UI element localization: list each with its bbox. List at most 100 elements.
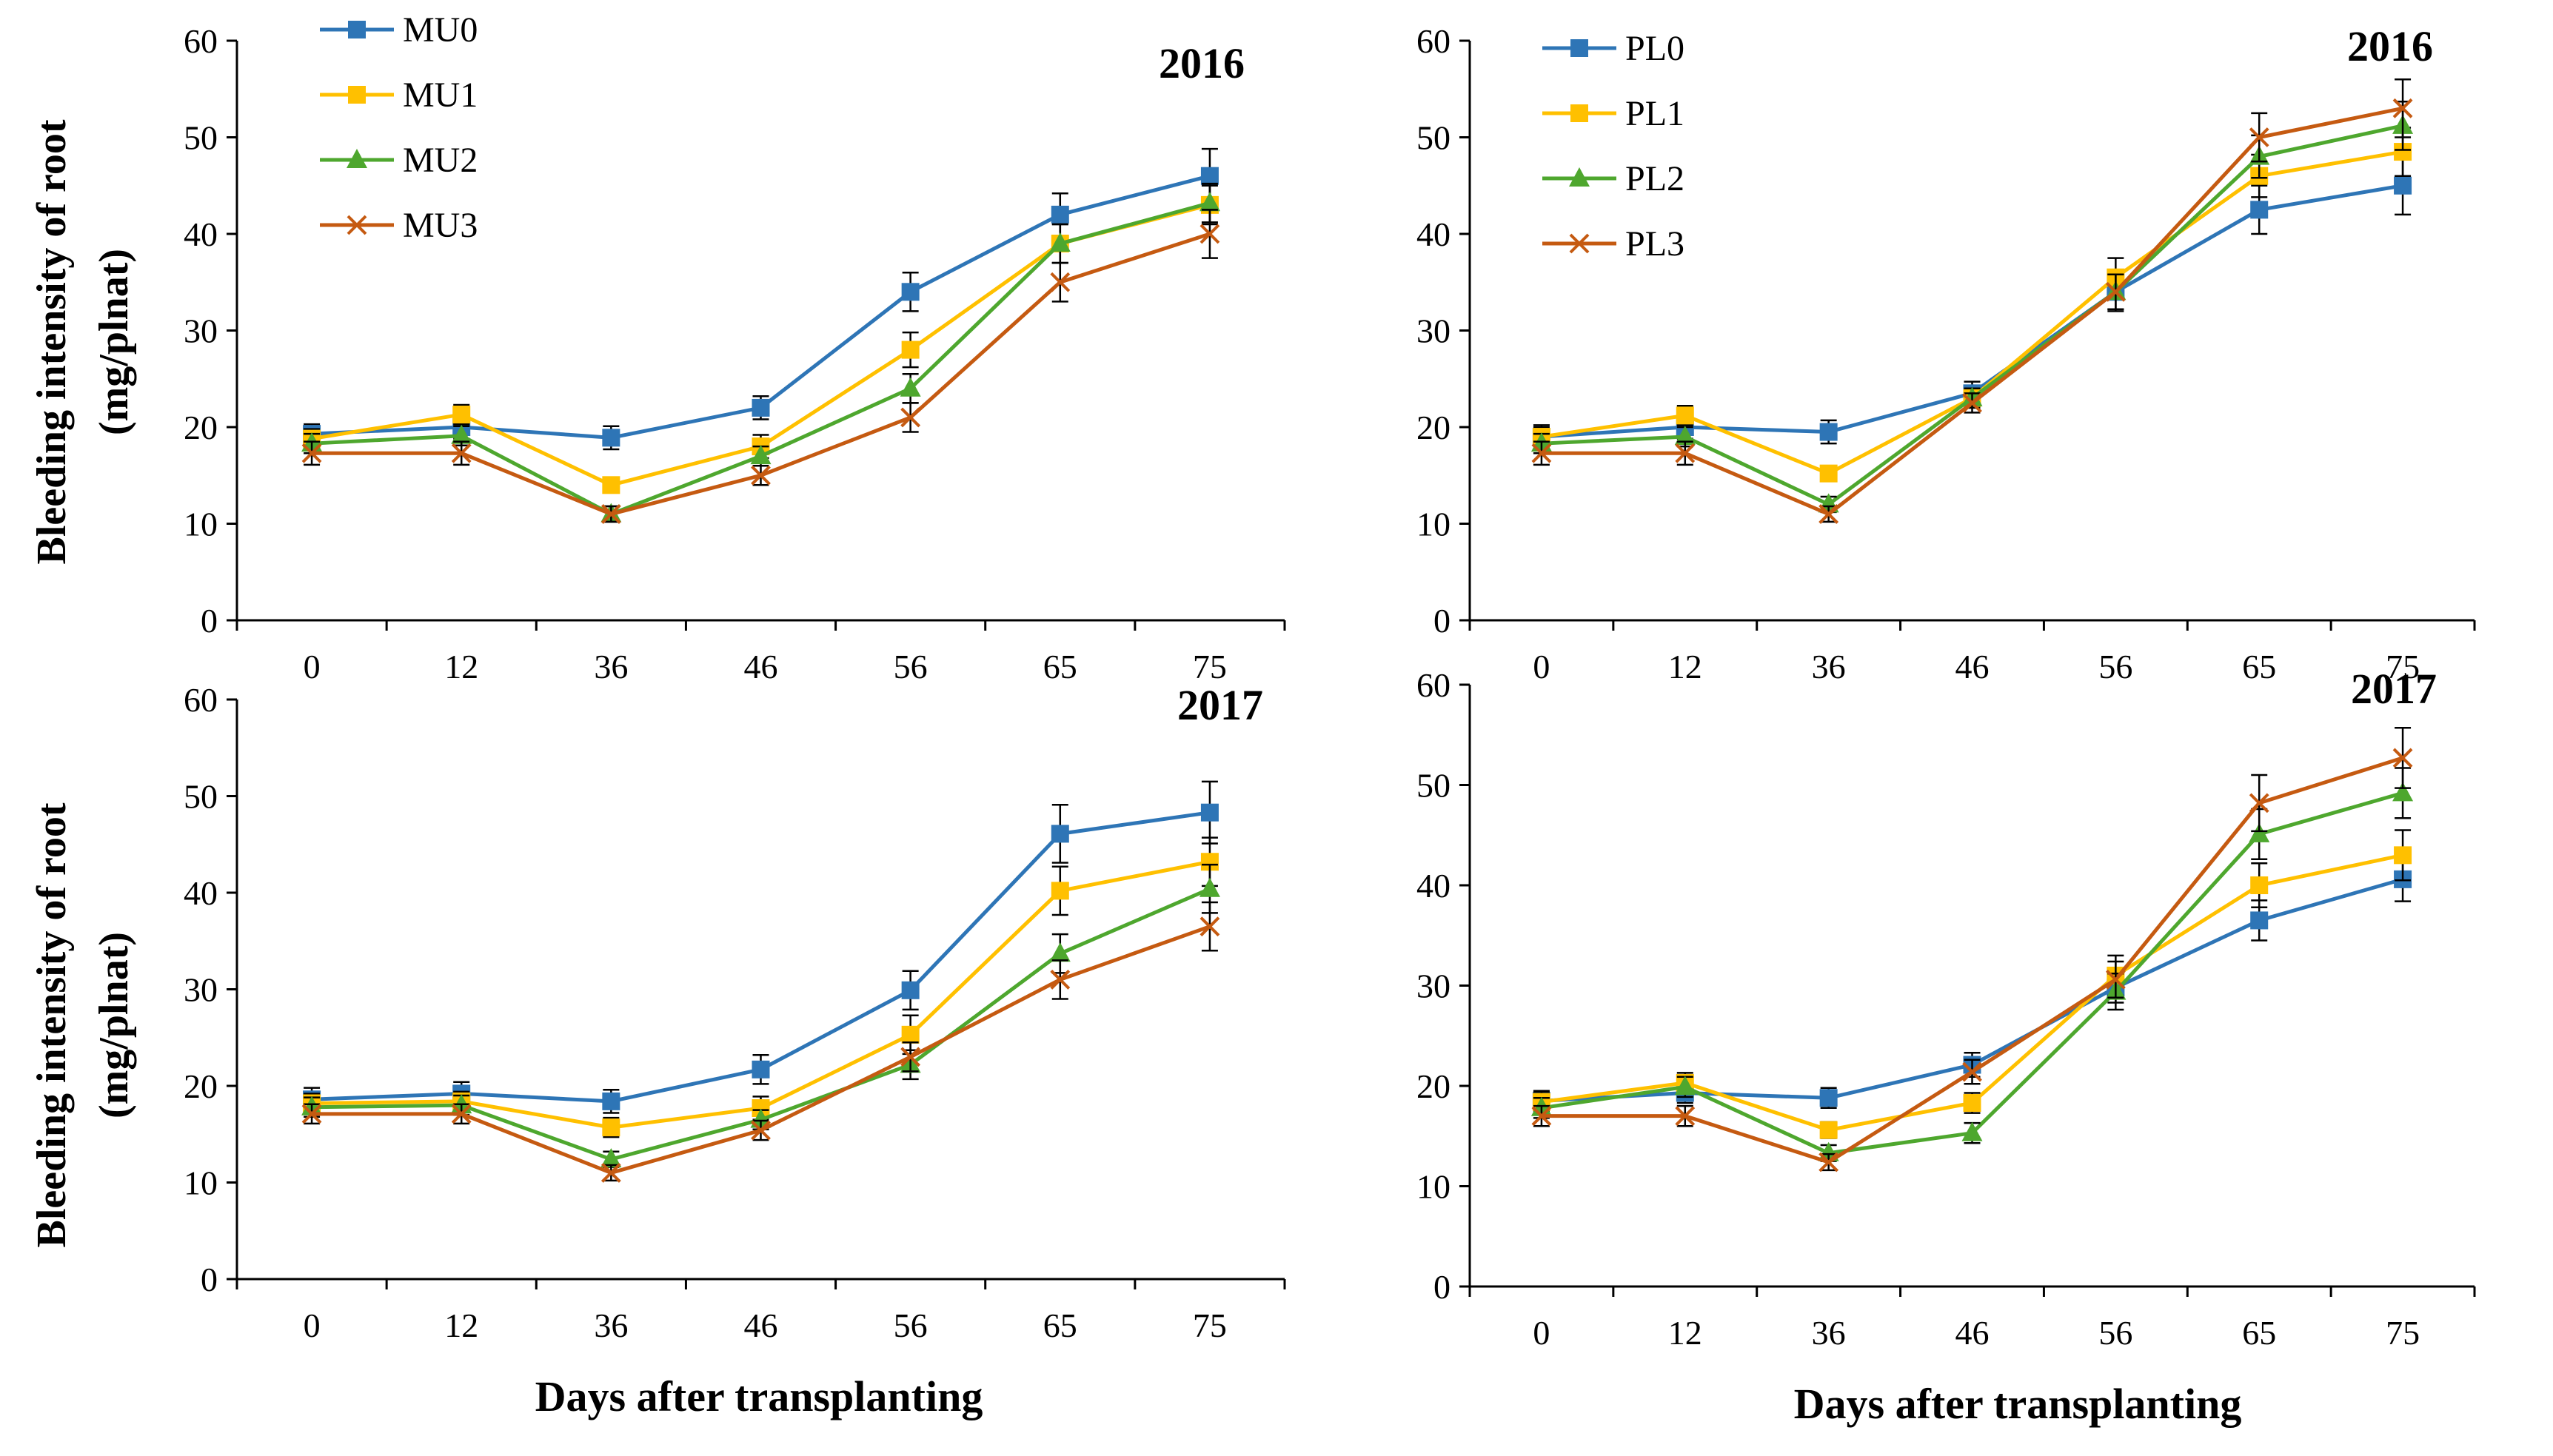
data-point-MU2 xyxy=(1049,232,1071,252)
data-point-MU3 xyxy=(451,1104,472,1124)
legend-label-PL0: PL0 xyxy=(1625,29,1684,68)
ylabel-bottom-line1: Bleeding intensity of root xyxy=(29,802,75,1247)
x-tick-label: 56 xyxy=(894,648,928,685)
data-point-MU2 xyxy=(750,445,772,465)
x-tick-label: 56 xyxy=(894,1306,928,1344)
data-point-MU2 xyxy=(1199,192,1220,212)
data-point-MU3 xyxy=(301,443,322,463)
x-tick-label: 36 xyxy=(1812,648,1846,685)
data-point-PL0 xyxy=(1819,423,1838,441)
series-MU3 xyxy=(301,901,1220,1183)
y-tick-label: 60 xyxy=(1416,666,1451,704)
y-tick-label: 60 xyxy=(184,681,218,719)
y-tick-label: 50 xyxy=(184,778,218,816)
data-point-PL3 xyxy=(1962,392,1982,413)
data-point-MU1 xyxy=(602,1118,620,1137)
data-point-PL2 xyxy=(2392,782,2414,802)
y-tick-label: 20 xyxy=(1416,1067,1451,1105)
legend-label-MU0: MU0 xyxy=(403,10,478,50)
data-point-PL1 xyxy=(1819,1121,1838,1139)
y-tick-label: 0 xyxy=(1433,602,1451,640)
data-point-PL3 xyxy=(1818,504,1839,524)
data-point-MU1 xyxy=(901,1025,920,1044)
x-tick-label: 12 xyxy=(444,648,478,685)
year-label-top-right: 2016 xyxy=(2347,22,2433,70)
y-tick-label: 20 xyxy=(184,1067,218,1105)
data-point-PL1 xyxy=(1819,464,1838,483)
data-point-MU0 xyxy=(901,981,920,999)
data-point-PL3 xyxy=(1818,1152,1839,1172)
data-point-MU3 xyxy=(301,1104,322,1124)
data-point-MU3 xyxy=(1050,272,1071,292)
data-point-PL3 xyxy=(2392,748,2413,768)
x-tick-label: 0 xyxy=(304,648,321,685)
x-tick-label: 0 xyxy=(1533,648,1550,685)
x-tick-label: 0 xyxy=(1533,1314,1550,1352)
data-point-MU1 xyxy=(1051,882,1069,900)
y-tick-label: 10 xyxy=(1416,506,1451,543)
legend-marker-MU1 xyxy=(348,86,366,104)
y-tick-label: 50 xyxy=(184,119,218,157)
data-point-MU1 xyxy=(452,406,471,424)
y-tick-label: 50 xyxy=(1416,119,1451,157)
chart-panel-top-left: 0 10 20 30 40 50 60 0 12 36 46 56 65 75 MU0 MU1 MU2 MU3 xyxy=(184,10,1286,685)
y-tick-label: 30 xyxy=(1416,967,1451,1005)
series-PL3 xyxy=(1531,727,2413,1172)
x-tick-label: 65 xyxy=(1043,1306,1077,1344)
data-point-MU0 xyxy=(752,398,770,417)
data-point-PL0 xyxy=(2250,911,2269,930)
ylabel-top-line2: (mg/plnat) xyxy=(91,249,137,435)
year-label-bottom-right: 2017 xyxy=(2351,665,2437,713)
x-tick-label: 36 xyxy=(1812,1314,1846,1352)
y-tick-label: 40 xyxy=(184,215,218,253)
data-point-MU3 xyxy=(900,1047,921,1067)
x-tick-label: 46 xyxy=(744,1306,778,1344)
legend-marker-MU2 xyxy=(347,149,367,168)
data-point-PL1 xyxy=(2394,846,2412,865)
data-point-PL1 xyxy=(2250,876,2269,894)
data-point-PL3 xyxy=(1962,1061,1982,1082)
chart-panel-bottom-right: 0 10 20 30 40 50 60 0 12 36 46 56 65 75 xyxy=(1416,666,2476,1352)
data-point-PL3 xyxy=(2249,127,2269,147)
data-point-MU0 xyxy=(1200,167,1219,185)
data-point-PL3 xyxy=(2249,793,2269,813)
data-point-MU3 xyxy=(1199,224,1220,244)
series-MU0 xyxy=(303,147,1219,451)
y-tick-label: 0 xyxy=(201,1261,218,1298)
ylabel-top-line1: Bleeding intensity of root xyxy=(29,119,75,564)
y-tick-label: 30 xyxy=(1416,312,1451,350)
chart-panel-top-right: 0 10 20 30 40 50 60 0 12 36 46 56 65 75 PL0 PL1 PL2 PL3 xyxy=(1416,22,2476,685)
data-point-MU3 xyxy=(900,407,921,428)
data-point-MU3 xyxy=(600,504,621,524)
series-MU0 xyxy=(303,780,1219,1114)
x-tick-label: 65 xyxy=(2242,648,2276,685)
data-point-PL3 xyxy=(1675,1106,1696,1127)
x-tick-label: 75 xyxy=(1193,648,1227,685)
series-line-MU1 xyxy=(312,859,1211,1130)
y-tick-label: 60 xyxy=(1416,22,1451,60)
data-point-MU3 xyxy=(600,1163,621,1183)
y-tick-label: 40 xyxy=(1416,215,1451,253)
data-point-PL3 xyxy=(1531,1106,1552,1127)
legend-marker-MU0 xyxy=(348,21,366,38)
data-point-PL3 xyxy=(1675,443,1696,463)
xlabel-bottom-left: Days after transplanting xyxy=(535,1372,983,1420)
x-tick-label: 65 xyxy=(2242,1314,2276,1352)
x-tick-label: 12 xyxy=(1668,1314,1702,1352)
legend-marker-PL2 xyxy=(1569,167,1590,187)
x-tick-label: 56 xyxy=(2098,1314,2132,1352)
x-tick-label: 65 xyxy=(1043,648,1077,685)
x-tick-label: 12 xyxy=(1668,648,1702,685)
series-MU1 xyxy=(303,836,1219,1138)
y-tick-label: 40 xyxy=(1416,867,1451,905)
data-point-PL3 xyxy=(2392,98,2413,118)
data-point-PL3 xyxy=(1531,443,1552,463)
y-tick-label: 10 xyxy=(184,506,218,543)
data-point-MU1 xyxy=(901,340,920,359)
y-tick-label: 0 xyxy=(1433,1268,1451,1306)
y-tick-label: 20 xyxy=(1416,409,1451,446)
x-tick-label: 75 xyxy=(1193,1306,1227,1344)
series-PL3 xyxy=(1531,78,2413,524)
data-point-MU2 xyxy=(451,424,472,444)
